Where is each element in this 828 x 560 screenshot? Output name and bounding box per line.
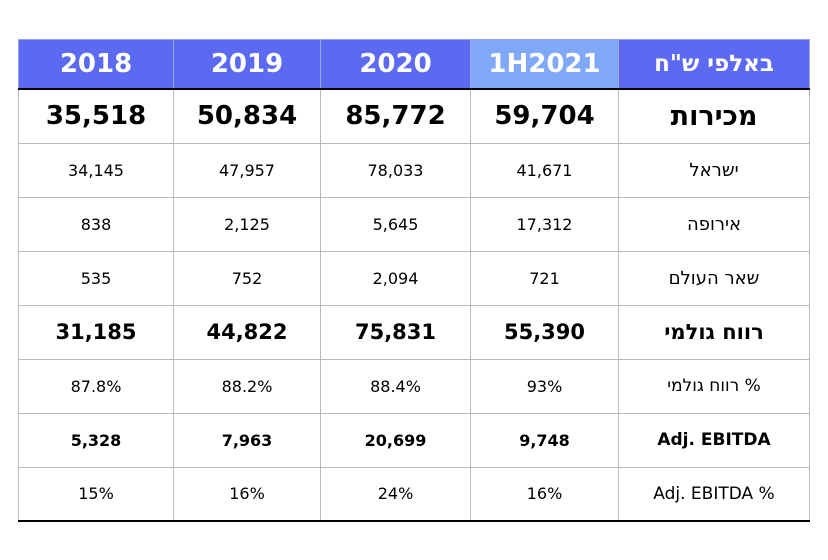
cell-value: 34,145	[18, 142, 174, 198]
table-row-adj-ebitda-pct: 15% 16% 24% 16% Adj. EBITDA %	[18, 466, 810, 522]
cell-value: 55,390	[470, 304, 619, 360]
cell-value: 44,822	[173, 304, 321, 360]
cell-value: 9,748	[470, 412, 619, 468]
cell-value: 35,518	[18, 88, 174, 144]
row-label: % רווח גולמי	[618, 358, 810, 414]
table-row-adj-ebitda: 5,328 7,963 20,699 9,748 Adj. EBITDA	[18, 412, 810, 468]
cell-value: 85,772	[320, 88, 471, 144]
header-year-2018: 2018	[18, 39, 174, 90]
row-label: שאר העולם	[618, 250, 810, 306]
cell-value: 752	[173, 250, 321, 306]
table-row-gross-profit: 31,185 44,822 75,831 55,390 רווח גולמי	[18, 304, 810, 360]
row-label: אירופה	[618, 196, 810, 252]
cell-value: 16%	[173, 466, 321, 522]
cell-value: 5,328	[18, 412, 174, 468]
cell-value: 16%	[470, 466, 619, 522]
header-year-2020: 2020	[320, 39, 471, 90]
cell-value: 75,831	[320, 304, 471, 360]
table-row-sales: 35,518 50,834 85,772 59,704 מכירות	[18, 88, 810, 144]
cell-value: 15%	[18, 466, 174, 522]
table-row-europe: 838 2,125 5,645 17,312 אירופה	[18, 196, 810, 252]
table-row-gross-margin: 87.8% 88.2% 88.4% 93% % רווח גולמי	[18, 358, 810, 414]
cell-value: 2,125	[173, 196, 321, 252]
row-label: רווח גולמי	[618, 304, 810, 360]
cell-value: 20,699	[320, 412, 471, 468]
header-year-2019: 2019	[173, 39, 321, 90]
cell-value: 41,671	[470, 142, 619, 198]
cell-value: 721	[470, 250, 619, 306]
cell-value: 50,834	[173, 88, 321, 144]
cell-value: 5,645	[320, 196, 471, 252]
cell-value: 93%	[470, 358, 619, 414]
cell-value: 31,185	[18, 304, 174, 360]
cell-value: 7,963	[173, 412, 321, 468]
cell-value: 78,033	[320, 142, 471, 198]
table-row-israel: 34,145 47,957 78,033 41,671 ישראל	[18, 142, 810, 198]
cell-value: 24%	[320, 466, 471, 522]
cell-value: 88.4%	[320, 358, 471, 414]
cell-value: 88.2%	[173, 358, 321, 414]
row-label: מכירות	[618, 88, 810, 144]
cell-value: 17,312	[470, 196, 619, 252]
cell-value: 59,704	[470, 88, 619, 144]
row-label: Adj. EBITDA	[618, 412, 810, 468]
row-label: ישראל	[618, 142, 810, 198]
header-units-label: באלפי ש"ח	[618, 39, 810, 90]
cell-value: 535	[18, 250, 174, 306]
cell-value: 838	[18, 196, 174, 252]
row-label: Adj. EBITDA %	[618, 466, 810, 522]
cell-value: 47,957	[173, 142, 321, 198]
cell-value: 2,094	[320, 250, 471, 306]
financial-table: 2018 2019 2020 1H2021 באלפי ש"ח 35,518 5…	[18, 39, 810, 522]
header-year-1h2021: 1H2021	[470, 39, 619, 90]
cell-value: 87.8%	[18, 358, 174, 414]
header-row: 2018 2019 2020 1H2021 באלפי ש"ח	[18, 39, 810, 90]
table-row-rest-of-world: 535 752 2,094 721 שאר העולם	[18, 250, 810, 306]
